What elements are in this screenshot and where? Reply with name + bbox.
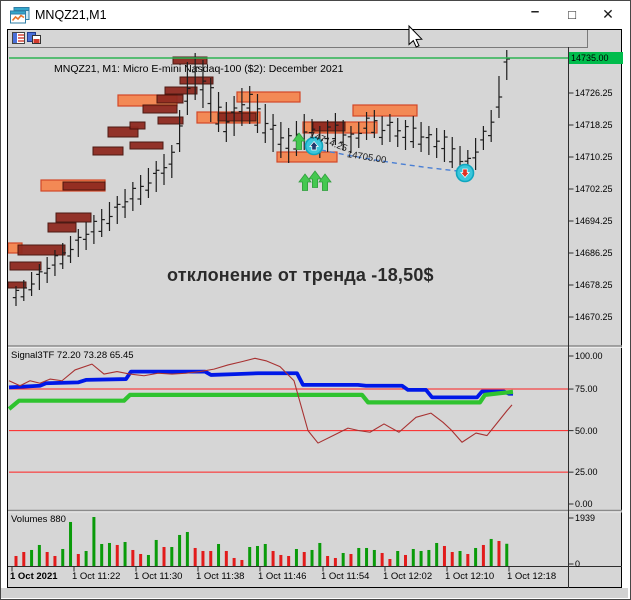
price-axis-label[interactable]: 14694.25: [575, 216, 613, 226]
time-axis-label[interactable]: 1 Oct 11:54: [321, 571, 370, 582]
time-axis-label[interactable]: 1 Oct 12:02: [383, 571, 433, 582]
volume-axis-label[interactable]: 1939: [575, 513, 596, 523]
indicator-title: Signal3TF 72.20 73.28 65.45: [11, 350, 134, 361]
indicator-axis-label[interactable]: 25.00: [575, 467, 598, 478]
bottom-margin: [1, 588, 628, 598]
chart-window-icon: [10, 7, 30, 24]
price-axis-label[interactable]: 14718.25: [575, 120, 613, 130]
time-axis-label[interactable]: 1 Oct 12:10: [445, 571, 495, 582]
time-axis-label[interactable]: 1 Oct 11:38: [196, 571, 245, 582]
close-button[interactable]: ✕: [602, 6, 614, 22]
chart-header-text: MNQZ21, M1: Micro E-mini Nasdaq-100 ($2)…: [54, 63, 344, 75]
indicator-axis-label[interactable]: 50.00: [575, 425, 598, 436]
price-axis-label[interactable]: 14670.25: [575, 312, 613, 322]
right-margin: [622, 29, 629, 588]
maximize-button[interactable]: □: [568, 7, 576, 22]
chart-frame[interactable]: [7, 29, 622, 588]
time-axis-label[interactable]: 1 Oct 11:22: [72, 571, 121, 582]
price-axis-label[interactable]: 14678.25: [575, 280, 613, 290]
price-axis-label[interactable]: 14726.25: [575, 88, 613, 98]
volumes-title: Volumes 880: [11, 514, 66, 525]
indicator-axis-label[interactable]: 75.00: [575, 384, 598, 395]
window-title: MNQZ21,M1: [35, 8, 107, 22]
indicator-axis-label[interactable]: 0.00: [575, 499, 593, 509]
price-axis-label[interactable]: 14710.25: [575, 152, 613, 162]
indicator-axis-label[interactable]: 100.00: [575, 351, 603, 361]
volume-axis-label[interactable]: 0: [575, 559, 581, 569]
time-axis-label[interactable]: 1 Oct 11:30: [134, 571, 183, 582]
window-titlebar[interactable]: MNQZ21,M1 – □ ✕: [1, 1, 628, 28]
time-axis-label[interactable]: 1 Oct 11:46: [258, 571, 307, 582]
time-axis-label[interactable]: 1 Oct 12:18: [507, 571, 557, 582]
minimize-button[interactable]: –: [530, 3, 540, 20]
chart-pages-icon[interactable]: [27, 32, 41, 44]
current-price-tag: 14735.00: [569, 52, 623, 64]
price-axis-label[interactable]: 14702.25: [575, 184, 613, 194]
price-axis-label[interactable]: 14686.25: [575, 248, 613, 258]
time-axis-label[interactable]: 1 Oct 2021: [10, 571, 58, 582]
tick-chart-icon[interactable]: [12, 32, 25, 44]
trend-deviation-annotation: отклонение от тренда -18,50$: [167, 265, 434, 285]
chart-header: MNQZ21, M1: Micro E-mini Nasdaq-100 ($2)…: [8, 30, 588, 75]
